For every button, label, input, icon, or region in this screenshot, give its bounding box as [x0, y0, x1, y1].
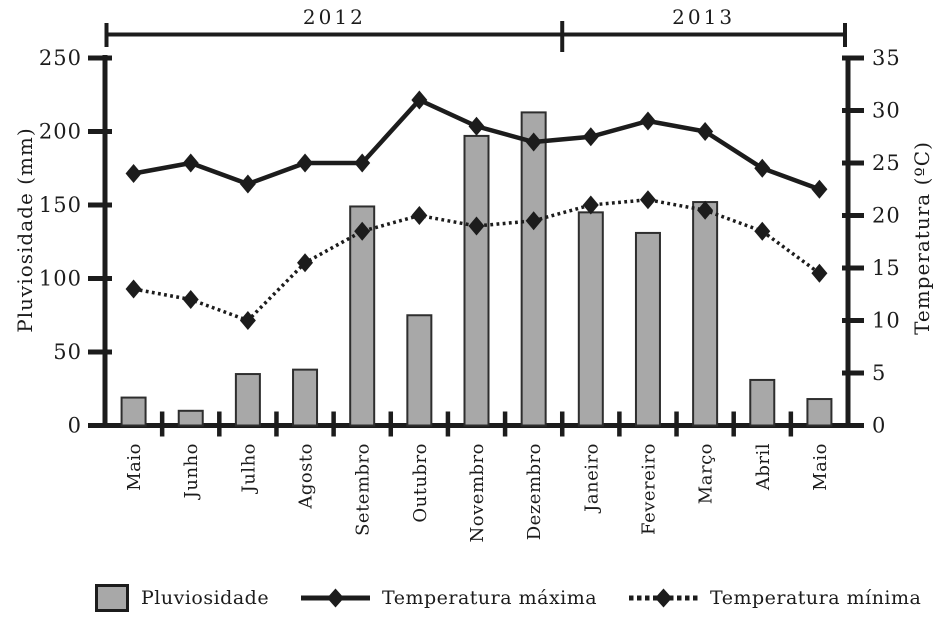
legend-label-pluviosidade: Pluviosidade [141, 587, 270, 609]
rain-bar [234, 373, 261, 427]
right-axis-tick-label: 30 [872, 99, 901, 123]
right-axis-tick-label: 10 [872, 309, 901, 333]
temp-min-marker [297, 253, 314, 273]
month-label: Outubro [410, 443, 431, 523]
right-axis-tick-label: 15 [872, 256, 901, 280]
temp-max-marker [754, 158, 771, 178]
rain-bar [177, 409, 204, 427]
temp-min-marker [639, 190, 656, 210]
left-axis-tick-label: 100 [39, 267, 82, 291]
legend-item-pluviosidade: Pluviosidade [95, 580, 269, 616]
rain-bar [120, 396, 147, 427]
temp-min-marker [754, 221, 771, 241]
month-label: Abril [753, 443, 774, 491]
right-axis-tick-label: 0 [872, 414, 886, 438]
rain-bar [463, 134, 490, 427]
legend-label-temperatura-minima: Temperatura mínima [710, 587, 922, 609]
month-label: Fevereiro [638, 443, 659, 535]
temp-min-marker [125, 279, 142, 299]
temp-max-marker [297, 153, 314, 173]
temp-min-marker [354, 221, 371, 241]
chart-legend: Pluviosidade Temperatura máxima Temperat… [0, 580, 942, 622]
temp-max-marker [411, 90, 428, 110]
chart-canvas: 2012 2013 0 50 100 150 200 250 0 5 10 15 20 25 30 35 Mai… [39, 5, 901, 542]
solid-line-diamond-icon [301, 588, 370, 608]
rain-bar [692, 201, 719, 427]
month-label: Junho [181, 443, 202, 500]
left-axis-tick-label: 0 [68, 414, 82, 438]
rain-bar [292, 368, 319, 427]
right-axis-title: Temperatura (ºC) [910, 141, 934, 335]
left-axis-tick-label: 50 [53, 340, 82, 364]
rain-bar [577, 211, 604, 427]
left-axis-tick-label: 200 [39, 120, 82, 144]
temp-max-marker [582, 127, 599, 147]
legend-item-temperatura-minima: Temperatura mínima [628, 580, 921, 616]
temp-min-marker [182, 290, 199, 309]
temp-min-marker [411, 206, 428, 225]
month-label: Janeiro [581, 443, 602, 514]
legend-item-temperatura-maxima: Temperatura máxima [300, 580, 597, 616]
temp-min-marker [697, 200, 714, 220]
bar-swatch-icon [95, 584, 129, 612]
temp-min-marker [582, 195, 599, 215]
year-label: 2013 [672, 5, 735, 29]
month-label: Maio [124, 443, 145, 491]
temp-max-marker [182, 153, 199, 173]
dotted-line-diamond-icon [629, 588, 698, 608]
temp-max-marker [525, 132, 542, 152]
month-label: Dezembro [524, 443, 545, 540]
month-label: Setembro [353, 443, 374, 536]
legend-label-temperatura-maxima: Temperatura máxima [382, 587, 598, 609]
temp-min-marker [525, 211, 542, 231]
rain-bar [349, 205, 376, 427]
temp-max-marker [468, 116, 485, 136]
temp-max-marker [239, 174, 256, 194]
temp-max-marker [354, 153, 371, 173]
left-axis-tick-label: 250 [39, 46, 82, 70]
temp-min-marker [468, 216, 485, 236]
rain-bar [520, 111, 547, 427]
left-axis-tick-label: 150 [39, 193, 82, 217]
month-label: Agosto [296, 443, 317, 510]
month-label: Março [696, 443, 717, 504]
temp-max-marker [697, 122, 714, 141]
temp-max-marker [639, 111, 656, 131]
right-axis-tick-label: 35 [872, 46, 901, 70]
right-axis-tick-label: 5 [872, 361, 886, 385]
month-label: Julho [238, 443, 259, 495]
left-axis-title: Pluviosidade (mm) [13, 127, 37, 333]
temp-min-marker [239, 311, 256, 330]
rain-bar [749, 378, 776, 427]
temp-max-marker [811, 179, 828, 199]
month-label: Novembro [467, 443, 488, 542]
month-label: Maio [810, 443, 831, 491]
year-label: 2012 [303, 5, 366, 29]
right-axis-tick-label: 20 [872, 204, 901, 228]
rain-bar [806, 398, 833, 427]
rain-bar [406, 314, 433, 427]
right-axis-tick-label: 25 [872, 151, 901, 175]
rain-bar [634, 231, 661, 427]
temp-max-marker [125, 164, 142, 183]
temp-min-marker [811, 263, 828, 283]
